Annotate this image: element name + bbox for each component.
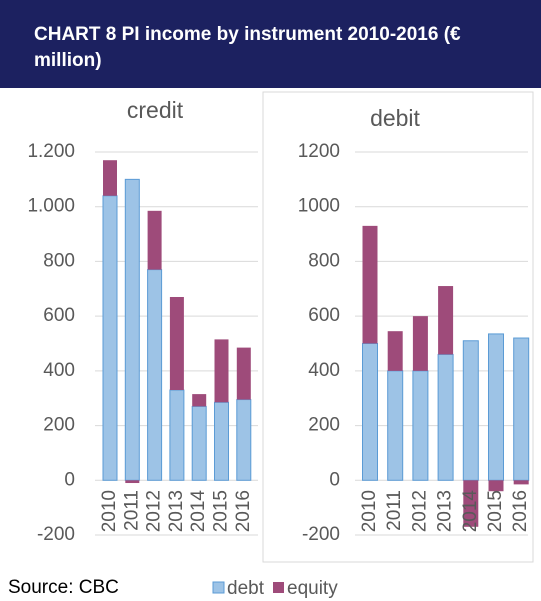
header-title: CHART 8 PI income by instrument 2010-201…: [0, 0, 541, 88]
x-tick-label: 2015: [485, 490, 506, 532]
y-tick-label: 0: [329, 469, 340, 490]
y-tick-label: 1.000: [27, 196, 75, 217]
y-tick-label: 1000: [298, 196, 340, 217]
x-tick-label: 2016: [510, 490, 531, 532]
bar-equity: [214, 339, 229, 403]
bar-equity: [387, 331, 403, 371]
bar-equity: [362, 225, 378, 344]
y-tick-label: 0: [64, 469, 75, 490]
y-tick-label: 200: [43, 415, 75, 436]
y-tick-label: 1200: [298, 141, 340, 162]
x-tick-label: 2011: [384, 490, 405, 531]
x-tick-label: 2016: [233, 490, 254, 532]
bar-debt: [102, 195, 118, 481]
bar-equity: [488, 480, 504, 492]
legend-swatch: [212, 581, 225, 594]
legend-swatch: [273, 582, 284, 593]
bar-debt: [362, 343, 378, 481]
x-tick-label: 2014: [460, 490, 481, 533]
x-tick-label: 2014: [188, 490, 209, 533]
bar-equity: [412, 316, 428, 371]
bar-debt: [387, 370, 404, 481]
x-tick-label: 2010: [99, 490, 120, 532]
bar-debt: [488, 333, 504, 481]
bar-debt: [191, 405, 207, 481]
bar-debt: [236, 399, 252, 481]
x-tick-label: 2012: [144, 490, 165, 532]
bar-debt: [437, 353, 454, 481]
bar-debt: [147, 269, 163, 481]
bar-debt: [412, 370, 429, 481]
y-tick-label: 800: [43, 250, 75, 271]
source: Source: CBC: [8, 577, 119, 598]
bar-debt: [124, 178, 140, 481]
y-tick-label: 600: [43, 305, 75, 326]
x-tick-label: 2013: [435, 490, 456, 532]
y-tick-label: 400: [43, 360, 75, 381]
x-tick-label: 2015: [211, 490, 232, 532]
bar-equity: [463, 480, 479, 527]
bar-equity: [147, 210, 162, 270]
bar-equity: [438, 286, 454, 355]
x-tick-label: 2011: [121, 490, 142, 531]
bar-debt: [169, 389, 185, 481]
y-tick-label: 800: [308, 250, 340, 271]
y-tick-label: -200: [37, 524, 75, 545]
y-tick-label: 1.200: [27, 141, 75, 162]
y-tick-label: -200: [302, 524, 340, 545]
panel-border: [262, 91, 534, 563]
x-tick-label: 2012: [409, 490, 430, 532]
y-tick-label: 200: [308, 415, 340, 436]
bar-equity: [513, 480, 529, 485]
bar-equity: [236, 347, 251, 400]
bar-equity: [192, 394, 207, 407]
bar-equity: [103, 160, 117, 196]
legend-label: equity: [287, 578, 338, 599]
bar-equity: [125, 480, 140, 484]
y-tick-label: 400: [308, 360, 340, 381]
x-tick-label: 2010: [359, 490, 380, 532]
legend-label: debt: [227, 578, 265, 599]
chart-title: credit: [127, 97, 184, 123]
bar-debt: [462, 340, 479, 481]
x-tick-label: 2013: [166, 490, 187, 532]
bar-debt: [513, 337, 530, 481]
bar-equity: [169, 296, 184, 391]
chart-title: debit: [370, 105, 420, 131]
bar-debt: [214, 401, 229, 481]
y-tick-label: 600: [308, 305, 340, 326]
